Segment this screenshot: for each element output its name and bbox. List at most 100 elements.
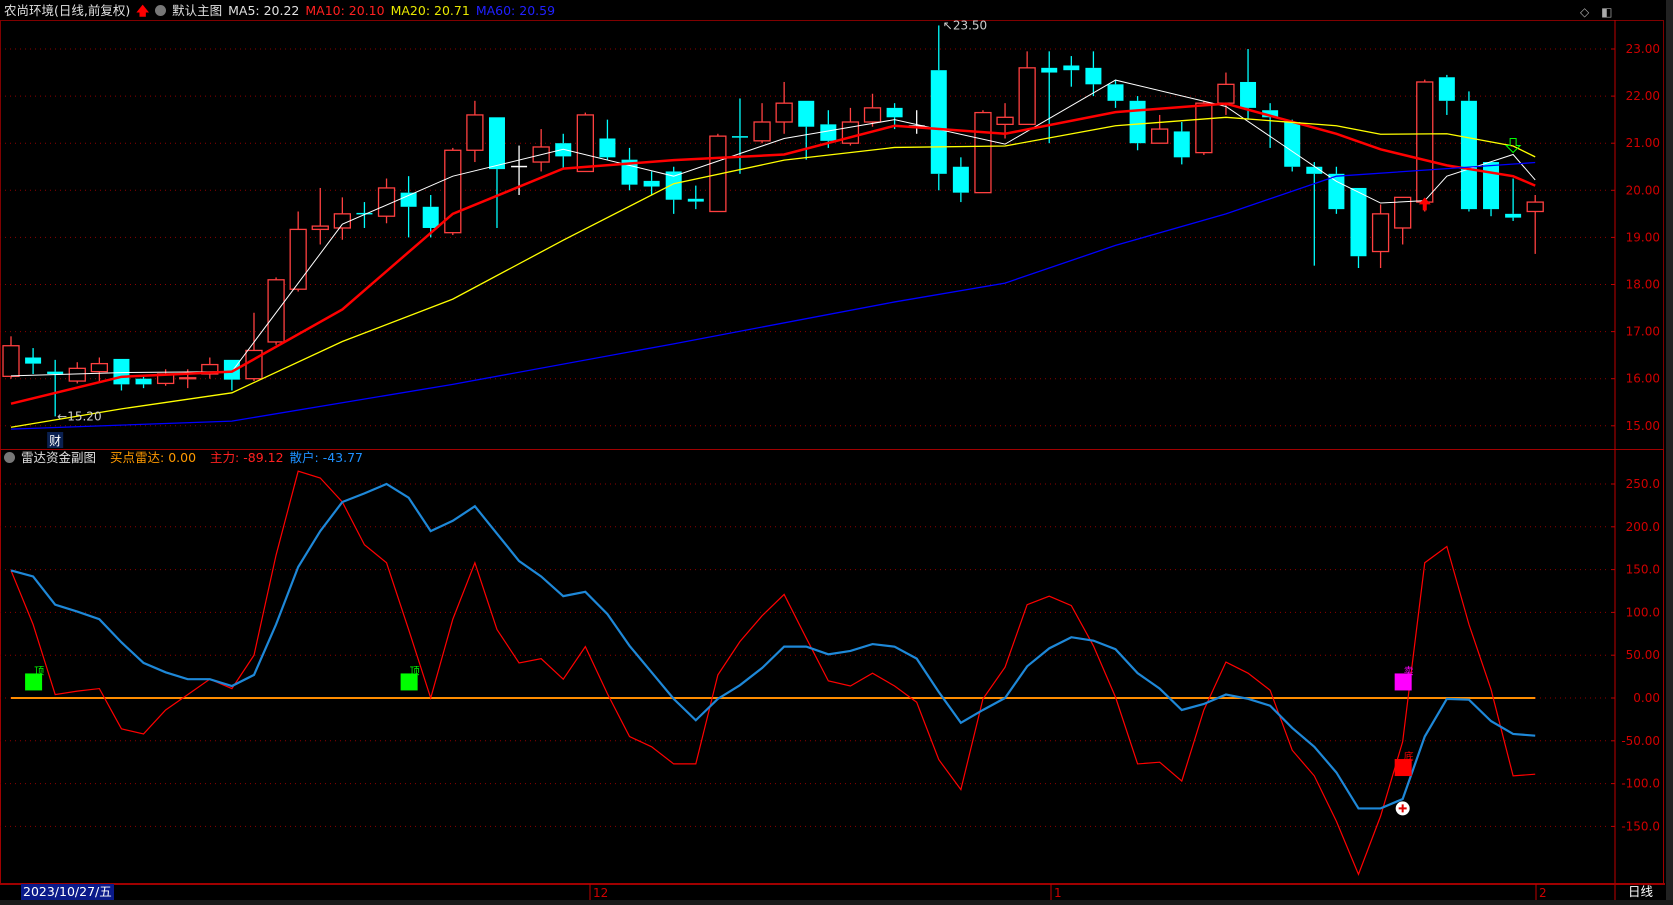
price-tick-label: 21.00 (1626, 136, 1660, 150)
candle (223, 359, 240, 391)
candle (621, 147, 638, 191)
time-label: 2 (1539, 886, 1547, 900)
candle-body (908, 125, 925, 127)
candle (1328, 166, 1345, 214)
time-label: 12 (593, 886, 608, 900)
candle-body (1129, 100, 1146, 144)
candle-body (400, 192, 417, 207)
candle-body (798, 100, 815, 127)
price-tick-label: 18.00 (1626, 278, 1660, 292)
candle (311, 187, 329, 245)
plus-icon (1398, 804, 1407, 813)
sub-chart-title[interactable]: 雷达资金副图 (21, 450, 97, 465)
candle (1460, 91, 1477, 212)
candle-body (1018, 67, 1036, 126)
candle (1217, 72, 1235, 115)
candle-body (1195, 102, 1213, 154)
stock-title[interactable]: 农尚环境(日线,前复权) (4, 3, 131, 18)
candle-body (356, 212, 373, 215)
ma-line-ma10 (10, 102, 1536, 405)
ma20-value: MA20: 20.71 (390, 3, 470, 18)
candle (444, 147, 462, 236)
candle-body (1262, 110, 1279, 118)
candle-body (1284, 122, 1301, 167)
candle-body (1350, 187, 1367, 257)
dropdown-circle-icon[interactable] (155, 5, 167, 16)
signal-marker (25, 673, 43, 691)
candle (356, 202, 373, 228)
candle-body (289, 228, 307, 290)
bottom-toolbar[interactable] (0, 900, 1673, 905)
sub-tick-label: -100.0 (1621, 777, 1660, 791)
main-chart-header: 农尚环境(日线,前复权) 🡅 默认主图 MA5: 20.22 MA10: 20.10 MA… (4, 2, 561, 20)
candle-body (1371, 213, 1390, 253)
sub-pane-border (0, 449, 1664, 884)
candle (156, 369, 175, 386)
candle-body (25, 357, 42, 364)
ma10-value: MA10: 20.10 (305, 3, 385, 18)
candle-body (2, 345, 20, 377)
sub-chart-header: 雷达资金副图 买点雷达: 0.00 主力: -89.12 散户: -43.77 (4, 449, 369, 467)
candle (1262, 103, 1279, 148)
candle-body (488, 117, 505, 170)
finance-marker: 财 (49, 434, 61, 448)
price-tick-label: 16.00 (1626, 372, 1660, 386)
candle-body (377, 187, 396, 217)
candle-body (1085, 67, 1102, 85)
cursor-date-label: 2023/10/27/五 (21, 884, 114, 900)
candle (1306, 162, 1323, 266)
candle (135, 376, 152, 389)
signal-marker (1394, 673, 1412, 691)
time-label: 1 (1054, 886, 1062, 900)
candle-body (113, 358, 130, 385)
candle-body (311, 225, 329, 231)
candle (1151, 114, 1169, 144)
low-price-label: ←15.20 (57, 409, 101, 423)
candle (201, 357, 219, 379)
candle (599, 119, 616, 160)
candle-body (1505, 213, 1522, 218)
dropdown-circle-icon[interactable] (4, 452, 15, 463)
main-chart-selector[interactable]: 默认主图 (172, 3, 223, 18)
candle (753, 103, 771, 144)
price-tick-label: 17.00 (1626, 325, 1660, 339)
price-tick-label: 22.00 (1626, 89, 1660, 103)
price-tick-label: 20.00 (1626, 183, 1660, 197)
diamond-icon[interactable]: ◇ (1580, 5, 1590, 19)
candle-body (267, 279, 285, 343)
candle (974, 110, 992, 194)
candle-body (1240, 81, 1257, 108)
signal-marker-label: 卖 (1404, 665, 1414, 677)
signal-marker-label: 底 (1404, 750, 1414, 763)
candle-body (466, 114, 484, 151)
up-arrow-icon: 🡅 (136, 3, 150, 18)
candle (1505, 178, 1522, 221)
sub-tick-label: -150.0 (1621, 819, 1660, 833)
candle-body (841, 121, 860, 144)
candle (996, 103, 1014, 139)
candle-body (1394, 196, 1412, 229)
candle (47, 359, 64, 417)
candle (1195, 100, 1213, 155)
candle-body (643, 180, 660, 187)
candle-body (68, 367, 86, 382)
timeframe-label[interactable]: 日线 (1628, 884, 1654, 899)
candle (1371, 204, 1390, 269)
panel-toggle-icon[interactable]: ◧ (1601, 5, 1613, 19)
candle-body (974, 111, 992, 194)
candle-body (1438, 77, 1455, 101)
candle (267, 277, 285, 345)
candle (1018, 51, 1036, 126)
signal-marker-label: 顶 (410, 665, 420, 677)
candle-body (223, 359, 240, 380)
candle-body (996, 116, 1014, 126)
sub-tick-label: 200.0 (1626, 520, 1660, 534)
candle-body (1328, 173, 1345, 210)
candle (422, 195, 439, 238)
candle-body (201, 363, 219, 375)
candle-body (1483, 162, 1500, 210)
candle (466, 100, 484, 163)
candle (25, 348, 42, 374)
candle-body (665, 171, 682, 200)
